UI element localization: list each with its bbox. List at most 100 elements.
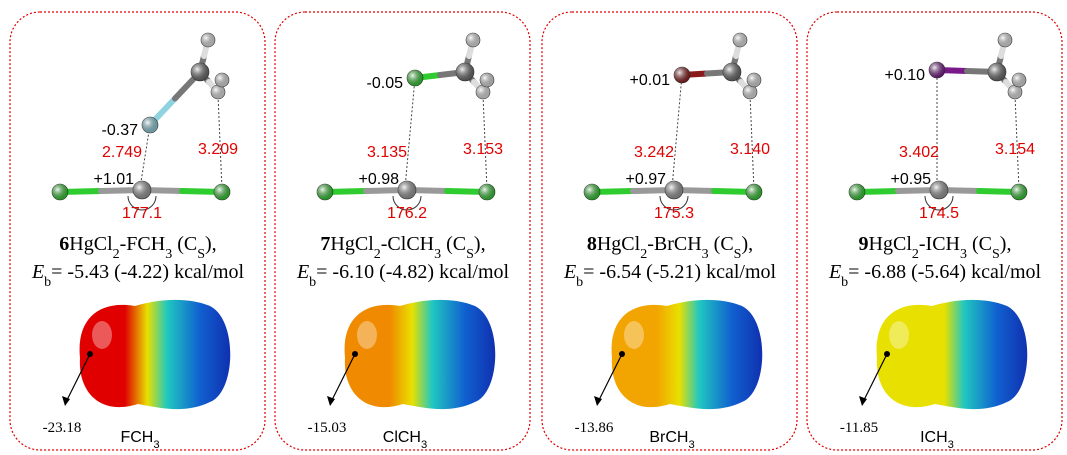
energy-line: Eb= -6.54 (-5.21) kcal/mol: [563, 261, 777, 290]
distance-halogen: 3.242: [634, 144, 674, 161]
atom-shade: [479, 184, 495, 200]
atom-shade: [456, 63, 474, 81]
text-segment: -ClCH: [381, 233, 434, 255]
contact: [672, 75, 682, 188]
text-segment: ICH: [920, 429, 948, 446]
atom-shade: [191, 63, 209, 81]
esp-surface: [345, 300, 496, 409]
distance-halogen: 3.402: [899, 144, 939, 161]
atom-shade: [215, 73, 229, 87]
esp-highlight: [357, 321, 377, 349]
atom-shade: [988, 63, 1006, 81]
angle: 175.3: [654, 205, 694, 222]
text-segment: HgCl: [330, 233, 374, 255]
atom-shade: [214, 184, 230, 200]
molecule-label: BrCH3: [649, 429, 694, 451]
atom-shade: [930, 181, 948, 199]
text-segment: (C: [709, 233, 734, 255]
atom-shade: [746, 184, 762, 200]
atom-shade: [133, 181, 151, 199]
atom-shade: [317, 184, 333, 200]
esp-minimum: -11.85: [840, 420, 878, 436]
text-segment: 3: [153, 439, 159, 451]
text-segment: FCH: [120, 429, 153, 446]
energy-line: Eb= -5.43 (-4.22) kcal/mol: [31, 261, 245, 290]
distance-halogen: 2.749: [102, 144, 142, 161]
energy: = -6.10 (-4.82) kcal/mol: [316, 261, 509, 283]
esp-highlight: [92, 321, 112, 349]
text-segment: 3: [702, 247, 709, 262]
text-segment: b: [841, 275, 848, 290]
caption: 6HgCl2-FCH3 (CS),: [59, 233, 216, 262]
atom-shade: [466, 33, 480, 47]
distance-hydrogen: 3.209: [198, 141, 238, 158]
angle: 177.1: [122, 205, 162, 222]
atom-shade: [1012, 73, 1026, 87]
caption: 7HgCl2-ClCH3 (CS),: [320, 233, 485, 262]
text-segment: ),: [741, 233, 753, 255]
atom-shade: [398, 181, 416, 199]
text-segment: (C: [172, 233, 197, 255]
compound-number: 7: [320, 233, 330, 255]
esp-highlight: [889, 321, 909, 349]
text-segment: 2: [640, 247, 647, 262]
text-segment: ClCH: [383, 429, 421, 446]
esp-surface: [80, 300, 231, 409]
atom-shade: [142, 117, 158, 133]
esp-minimum: -13.86: [575, 420, 614, 436]
text-segment: HgCl: [69, 233, 113, 255]
energy: = -6.54 (-5.21) kcal/mol: [583, 261, 776, 283]
atom-shade: [674, 67, 690, 83]
text-segment: 3: [948, 439, 954, 451]
text-segment: ),: [1000, 233, 1012, 255]
text-segment: 3: [688, 439, 694, 451]
energy: = -5.43 (-4.22) kcal/mol: [51, 261, 244, 283]
atom-shade: [849, 184, 865, 200]
molecule-label: ICH3: [920, 429, 954, 451]
compound-number: 8: [587, 233, 597, 255]
text-segment: 3: [421, 439, 427, 451]
text-segment: 2: [113, 247, 120, 262]
hg-charge: +0.97: [626, 171, 667, 188]
text-segment: 2: [912, 247, 919, 262]
hg-charge: +0.95: [891, 171, 932, 188]
energy-line: Eb= -6.88 (-5.64) kcal/mol: [828, 261, 1042, 290]
atom-shade: [665, 181, 683, 199]
text-segment: b: [309, 275, 316, 290]
distance-hydrogen: 3.140: [730, 141, 770, 158]
hg-charge: +1.01: [94, 171, 135, 188]
distance-hydrogen: 3.154: [995, 141, 1035, 158]
hg-charge: +0.98: [359, 171, 400, 188]
text-segment: (C: [441, 233, 466, 255]
text-segment: -BrCH: [647, 233, 701, 255]
angle: 176.2: [387, 205, 427, 222]
atom-shade: [1011, 184, 1027, 200]
text-segment: E: [563, 261, 576, 283]
atom-shade: [929, 62, 945, 78]
figure: -0.37 +1.01 2.749 3.209 177.1 6HgCl2-FCH3 (CS…: [0, 0, 1067, 455]
text-segment: 3: [165, 247, 172, 262]
panel: -0.37 +1.01 2.749 3.209 177.1 6HgCl2-FCH3 (CS…: [10, 12, 265, 451]
panel: +0.10+0.953.4023.154174.59HgCl2-ICH3 (CS…: [807, 12, 1062, 451]
distance-halogen: 3.135: [367, 144, 407, 161]
molecule-label: FCH3: [120, 429, 159, 451]
text-segment: 3: [434, 247, 441, 262]
distance-hydrogen: 3.153: [463, 141, 503, 158]
halogen-charge: -0.37: [102, 122, 139, 139]
compound-number: 9: [859, 233, 869, 255]
atom-shade: [480, 73, 494, 87]
contact: [405, 78, 415, 188]
text-segment: 3: [960, 247, 967, 262]
text-segment: HgCl: [869, 233, 913, 255]
esp-minimum: -15.03: [308, 420, 347, 436]
halogen-charge: -0.05: [367, 75, 404, 92]
atom-shade: [407, 70, 423, 86]
text-segment: -ICH: [919, 233, 960, 255]
text-segment: S: [197, 247, 205, 262]
atom-shade: [747, 73, 761, 87]
text-segment: HgCl: [597, 233, 641, 255]
esp-surface: [877, 300, 1028, 409]
molecule-label: ClCH3: [383, 429, 427, 451]
text-segment: E: [828, 261, 841, 283]
